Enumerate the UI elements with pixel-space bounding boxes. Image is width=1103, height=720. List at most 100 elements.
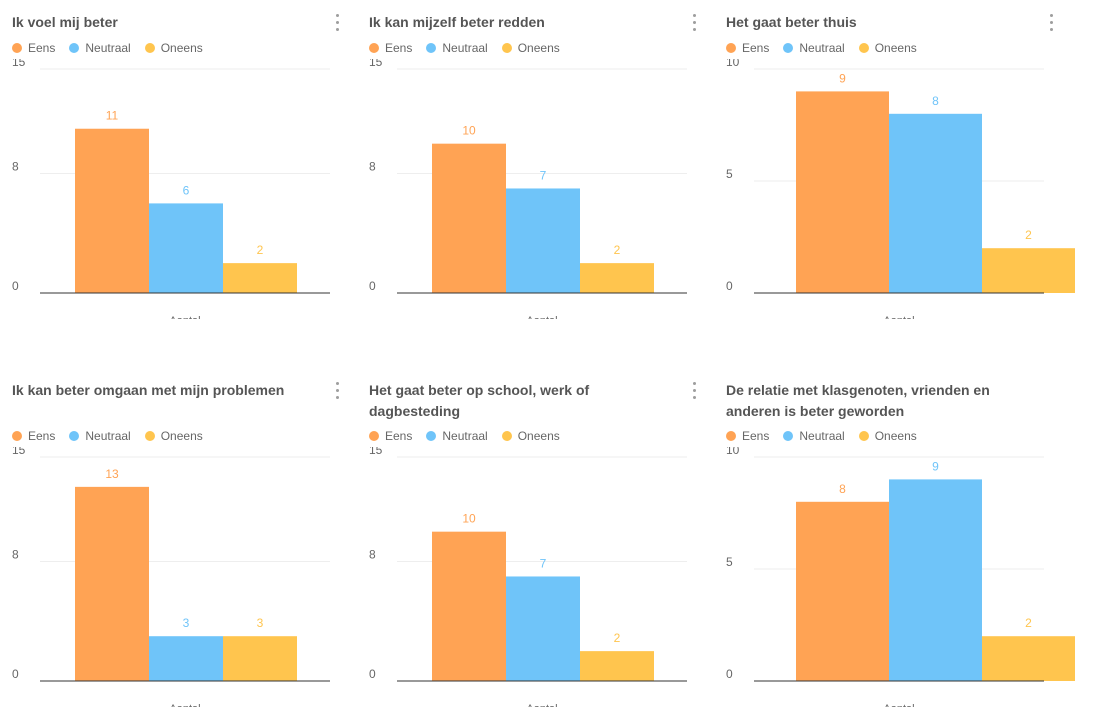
bar-oneens[interactable] xyxy=(223,263,297,293)
legend-dot-icon xyxy=(426,431,437,441)
legend-item[interactable]: Neutraal xyxy=(426,429,488,443)
bar-oneens[interactable] xyxy=(982,248,1075,293)
legend-item[interactable]: Oneens xyxy=(858,429,917,443)
legend-label: Eens xyxy=(385,429,413,443)
bar-eens[interactable] xyxy=(432,531,506,681)
y-tick-label: 0 xyxy=(369,667,376,681)
legend-label: Oneens xyxy=(874,41,917,55)
more-options-icon[interactable] xyxy=(332,382,342,404)
legend-item[interactable]: Eens xyxy=(12,41,55,55)
bar-eens[interactable] xyxy=(796,501,889,681)
data-label: 2 xyxy=(1025,616,1032,630)
legend-item[interactable]: Eens xyxy=(726,429,769,443)
chart-legend: Eens Neutraal Oneens xyxy=(12,429,203,443)
legend-item[interactable]: Oneens xyxy=(501,41,560,55)
legend-item[interactable]: Oneens xyxy=(858,41,917,55)
data-label: 7 xyxy=(540,556,547,570)
legend-label: Oneens xyxy=(874,429,917,443)
chart-card: Het gaat beter thuis Eens Neutraal Oneens 0 5… xyxy=(726,12,1076,352)
bar-eens[interactable] xyxy=(432,143,506,293)
legend-item[interactable]: Neutraal xyxy=(69,41,131,55)
data-label: 2 xyxy=(257,243,264,257)
chart-title: De relatie met klasgenoten, vrienden en … xyxy=(726,382,990,419)
legend-dot-icon xyxy=(726,43,736,53)
legend-dot-icon xyxy=(501,43,512,53)
bar-oneens[interactable] xyxy=(982,636,1075,681)
bar-neutraal[interactable] xyxy=(889,479,982,681)
legend-dot-icon xyxy=(858,431,869,441)
legend-item[interactable]: Oneens xyxy=(144,429,203,443)
data-label: 8 xyxy=(932,94,939,108)
bar-neutraal[interactable] xyxy=(506,576,580,681)
bar-neutraal[interactable] xyxy=(149,203,223,293)
legend-dot-icon xyxy=(783,43,794,53)
chart-legend: Eens Neutraal Oneens xyxy=(369,429,560,443)
y-tick-label: 15 xyxy=(12,447,26,457)
legend-dot-icon xyxy=(69,43,80,53)
legend-dot-icon xyxy=(144,431,155,441)
chart-card: Ik kan mijzelf beter redden Eens Neutraal O… xyxy=(369,12,719,352)
legend-item[interactable]: Neutraal xyxy=(783,429,845,443)
chart-card: Ik kan beter omgaan met mijn problemen Ee… xyxy=(12,380,362,720)
legend-label: Neutraal xyxy=(85,429,131,443)
chart-title: Ik kan beter omgaan met mijn problemen xyxy=(12,382,285,398)
bar-neutraal[interactable] xyxy=(889,113,982,293)
legend-label: Oneens xyxy=(160,41,203,55)
legend-dot-icon xyxy=(12,43,22,53)
legend-dot-icon xyxy=(426,43,437,53)
legend-item[interactable]: Eens xyxy=(369,41,412,55)
data-label: 2 xyxy=(614,243,621,257)
bar-chart: 0 5 10 9 8 2 Aantal xyxy=(726,59,1075,319)
legend-dot-icon xyxy=(726,431,736,441)
bar-neutraal[interactable] xyxy=(149,636,223,681)
data-label: 6 xyxy=(183,183,190,197)
bar-eens[interactable] xyxy=(75,128,149,293)
y-tick-label: 10 xyxy=(726,59,740,69)
data-label: 3 xyxy=(183,616,190,630)
more-options-icon[interactable] xyxy=(332,14,342,36)
legend-item[interactable]: Neutraal xyxy=(783,41,845,55)
legend-item[interactable]: Oneens xyxy=(144,41,203,55)
bar-neutraal[interactable] xyxy=(506,188,580,293)
bar-eens[interactable] xyxy=(75,486,149,681)
legend-item[interactable]: Neutraal xyxy=(426,41,488,55)
legend-label: Oneens xyxy=(517,429,560,443)
legend-label: Neutraal xyxy=(442,41,488,55)
legend-label: Neutraal xyxy=(85,41,131,55)
data-label: 8 xyxy=(839,482,846,496)
legend-label: Eens xyxy=(28,41,56,55)
x-axis-title: Aantal xyxy=(526,703,557,707)
chart-card: De relatie met klasgenoten, vrienden en … xyxy=(726,380,1076,720)
legend-item[interactable]: Neutraal xyxy=(69,429,131,443)
legend-item[interactable]: Eens xyxy=(726,41,769,55)
y-tick-label: 15 xyxy=(369,447,383,457)
chart-card: Ik voel mij beter Eens Neutraal Oneens 0 8 15 1… xyxy=(12,12,362,352)
more-options-icon[interactable] xyxy=(689,14,699,36)
bar-eens[interactable] xyxy=(796,91,889,294)
chart-legend: Eens Neutraal Oneens xyxy=(369,41,560,55)
legend-item[interactable]: Eens xyxy=(12,429,55,443)
legend-dot-icon xyxy=(858,43,869,53)
legend-item[interactable]: Oneens xyxy=(501,429,560,443)
y-tick-label: 0 xyxy=(726,279,733,293)
bar-oneens[interactable] xyxy=(580,263,654,293)
legend-label: Neutraal xyxy=(799,41,845,55)
chart-title: Het gaat beter op school, werk of dagbes… xyxy=(369,382,590,419)
more-options-icon[interactable] xyxy=(1046,14,1056,36)
data-label: 10 xyxy=(462,124,476,138)
y-tick-label: 8 xyxy=(369,160,376,174)
more-options-icon[interactable] xyxy=(689,382,699,404)
bar-chart: 0 8 15 13 3 3 Aantal xyxy=(12,447,330,707)
bar-chart: 0 8 15 11 6 2 Aantal xyxy=(12,59,330,319)
legend-label: Eens xyxy=(742,41,770,55)
bar-oneens[interactable] xyxy=(580,651,654,681)
x-axis-title: Aantal xyxy=(883,703,914,707)
bar-oneens[interactable] xyxy=(223,636,297,681)
y-tick-label: 10 xyxy=(726,447,740,457)
legend-dot-icon xyxy=(369,43,379,53)
y-tick-label: 0 xyxy=(369,279,376,293)
bar-chart: 0 5 10 8 9 2 Aantal xyxy=(726,447,1075,707)
chart-title: Ik kan mijzelf beter redden xyxy=(369,14,545,30)
x-axis-title: Aantal xyxy=(169,703,200,707)
legend-item[interactable]: Eens xyxy=(369,429,412,443)
